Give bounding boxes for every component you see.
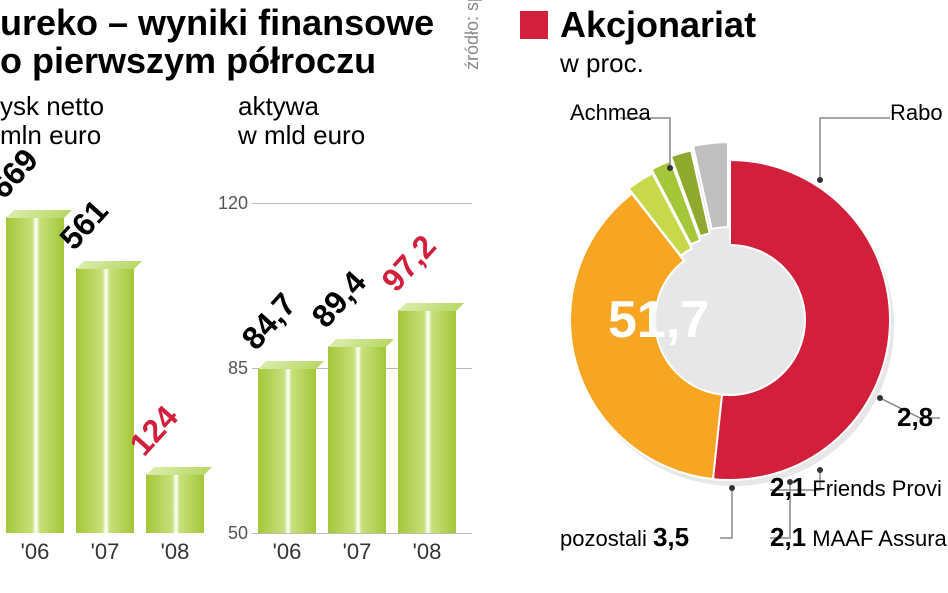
bar bbox=[258, 368, 316, 533]
profit-subtitle-line1: ysk netto bbox=[0, 91, 104, 121]
gridline bbox=[252, 203, 472, 204]
donut-label-friends: Friends Provi bbox=[812, 476, 942, 501]
page-title: ureko – wyniki finansowe o pierwszym pół… bbox=[0, 4, 434, 80]
leader-dot bbox=[667, 165, 673, 171]
bar bbox=[76, 268, 134, 533]
assets-subtitle-line2: w mld euro bbox=[238, 120, 365, 150]
bar bbox=[146, 474, 204, 533]
assets-bar-chart: 5085120'0684,7'0789,4'0897,2 bbox=[252, 203, 472, 533]
profit-bar-chart: '06669'07561'08124 bbox=[0, 203, 220, 533]
source-text: źródło: spółka bbox=[462, 0, 483, 70]
bar-top-face bbox=[146, 467, 212, 475]
leader-line bbox=[720, 488, 732, 538]
x-tick-label: '08 bbox=[398, 539, 456, 565]
assets-subtitle: aktywa w mld euro bbox=[238, 92, 365, 149]
donut-label-maaf: MAAF Assura bbox=[812, 526, 946, 551]
bar-value-label: 669 bbox=[0, 141, 46, 205]
assets-subtitle-line1: aktywa bbox=[238, 91, 319, 121]
leader-line bbox=[820, 118, 890, 180]
x-tick-label: '07 bbox=[328, 539, 386, 565]
x-tick-label: '08 bbox=[146, 539, 204, 565]
x-tick-label: '07 bbox=[76, 539, 134, 565]
bar-value-label: 97,2 bbox=[375, 227, 444, 298]
donut-row-friends: 2,1 Friends Provi bbox=[770, 472, 942, 503]
leader-dot bbox=[817, 177, 823, 183]
bar bbox=[328, 346, 386, 533]
donut-label-rabo: Rabo bbox=[890, 100, 943, 126]
donut-row-maaf: 2,1 MAAF Assura bbox=[770, 522, 947, 553]
donut-num-2-8: 2,8 bbox=[897, 402, 933, 433]
donut-label-pozostali: pozostali bbox=[560, 526, 647, 551]
bar-top-face bbox=[398, 303, 464, 311]
donut-subtitle: w proc. bbox=[560, 48, 644, 79]
bar bbox=[398, 310, 456, 534]
donut-title-swatch bbox=[520, 11, 548, 39]
donut-title: Akcjonariat bbox=[520, 4, 756, 46]
bar-top-face bbox=[6, 210, 72, 218]
donut-label-achmea: Achmea bbox=[570, 100, 651, 126]
bar-top-face bbox=[76, 261, 142, 269]
donut-big-value: 51,7 bbox=[608, 290, 709, 350]
bar-top-face bbox=[258, 361, 324, 369]
y-tick-label: 120 bbox=[216, 193, 248, 214]
donut-num-pozostali: 3,5 bbox=[653, 522, 689, 552]
bar-top-face bbox=[328, 339, 394, 347]
donut-row-pozostali: pozostali 3,5 bbox=[560, 522, 689, 553]
title-line1: ureko – wyniki finansowe bbox=[0, 2, 434, 43]
profit-subtitle: ysk netto mln euro bbox=[0, 92, 104, 149]
y-tick-label: 85 bbox=[216, 358, 248, 379]
x-tick-label: '06 bbox=[258, 539, 316, 565]
donut-num-maaf: 2,1 bbox=[770, 522, 806, 552]
leader-dot bbox=[877, 395, 883, 401]
x-tick-label: '06 bbox=[6, 539, 64, 565]
title-line2: o pierwszym półroczu bbox=[0, 40, 376, 81]
donut-title-text: Akcjonariat bbox=[560, 4, 756, 45]
bar-value-label: 84,7 bbox=[235, 286, 304, 357]
leader-dot bbox=[729, 485, 735, 491]
y-tick-label: 50 bbox=[216, 523, 248, 544]
donut-num-friends: 2,1 bbox=[770, 472, 806, 502]
gridline bbox=[252, 533, 472, 534]
bar-value-label: 89,4 bbox=[305, 264, 374, 335]
shareholders-donut-chart: 51,7 Achmea Rabo 2,8 2,1 Friends Provi 2… bbox=[520, 110, 940, 530]
bar bbox=[6, 217, 64, 533]
